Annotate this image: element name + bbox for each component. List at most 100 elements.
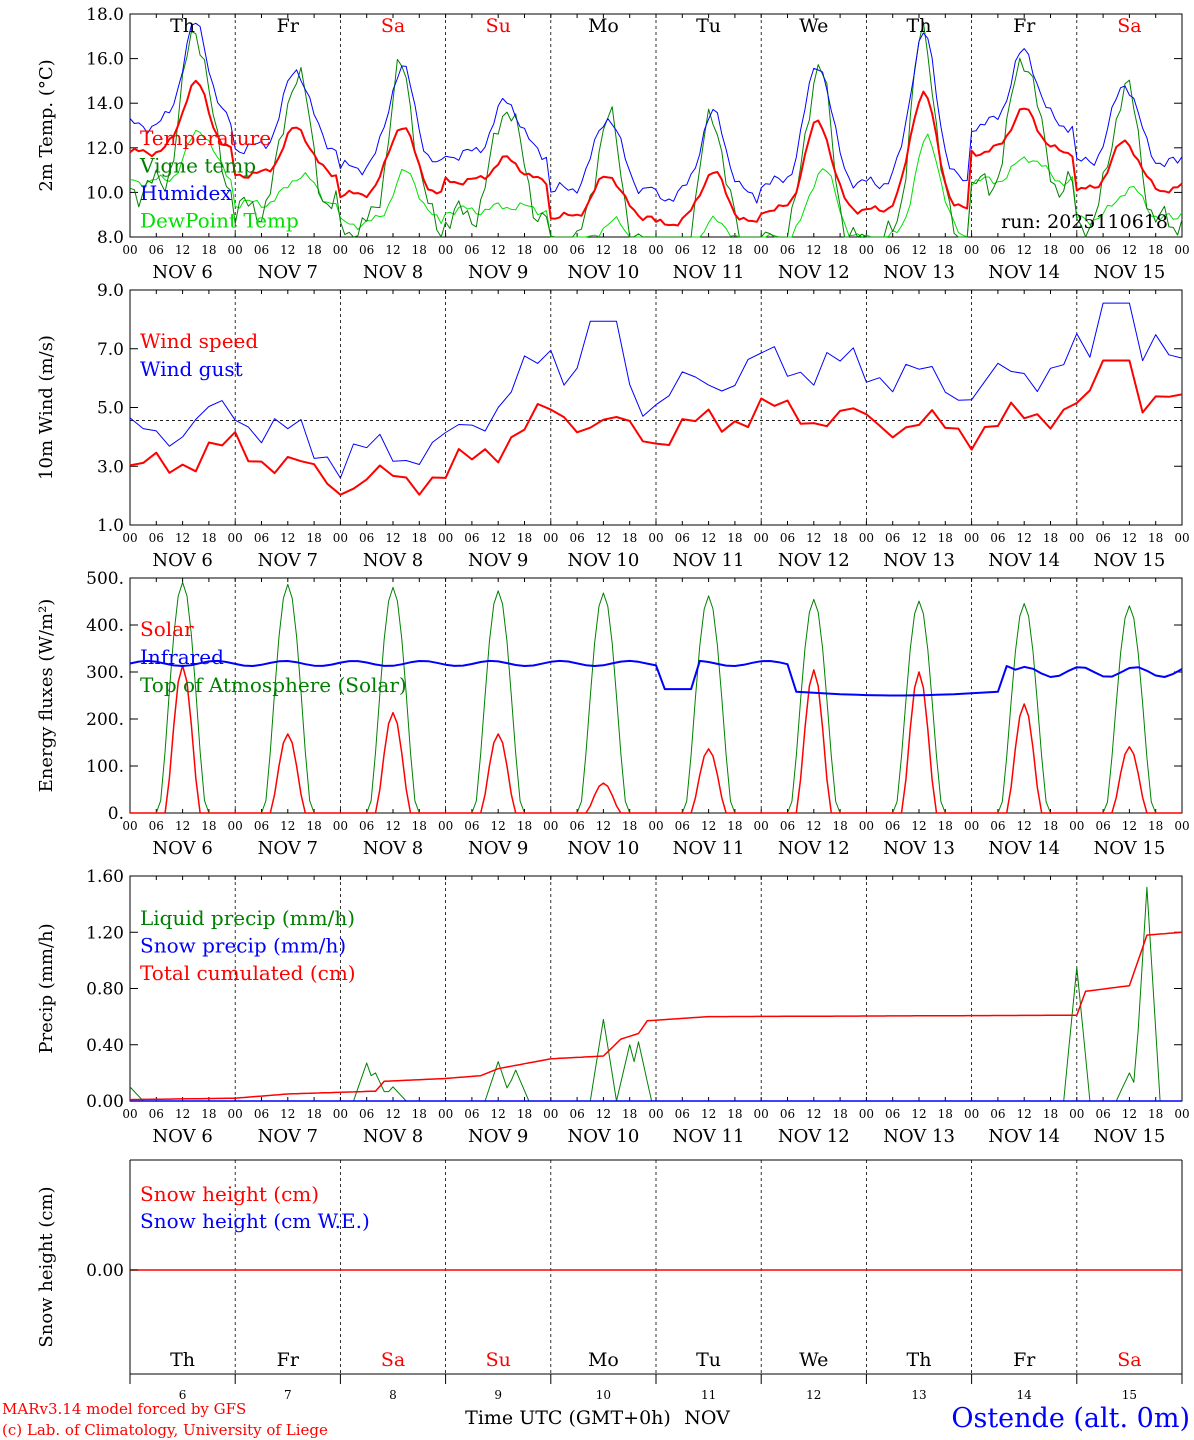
wind-hour-label: 18 <box>622 531 637 545</box>
flux-hour-label: 06 <box>1095 819 1110 833</box>
temp-hour-label: 12 <box>491 243 506 257</box>
temp-weekday-label: Tu <box>696 15 721 37</box>
wind-hour-label: 18 <box>832 531 847 545</box>
flux-hour-label: 06 <box>359 819 374 833</box>
flux-y-tick-label: 400. <box>86 616 124 636</box>
temp-hour-label: 18 <box>832 243 847 257</box>
precip-hour-label: 06 <box>359 1107 374 1121</box>
temp-hour-label: 06 <box>675 243 690 257</box>
wind-hour-label: 12 <box>596 531 611 545</box>
wind-hour-label: 06 <box>254 531 269 545</box>
wind-date-label: NOV 6 <box>152 550 212 571</box>
flux-date-label: NOV 8 <box>363 838 423 859</box>
wind-hour-label: 00 <box>1174 531 1189 545</box>
temp-weekday-label: Th <box>170 15 195 37</box>
snow-day-number: 10 <box>596 1388 611 1402</box>
temp-weekday-label: Su <box>486 15 511 37</box>
temp-hour-label: 18 <box>622 243 637 257</box>
wind-legend-entry: Wind speed <box>140 329 258 353</box>
temp-weekday-label: Fr <box>277 15 300 37</box>
precip-hour-label: 00 <box>1174 1107 1189 1121</box>
temp-hour-label: 18 <box>306 243 321 257</box>
flux-hour-label: 18 <box>1148 819 1163 833</box>
precip-hour-label: 12 <box>491 1107 506 1121</box>
x-axis-month: NOV <box>684 1407 730 1429</box>
wind-hour-label: 12 <box>175 531 190 545</box>
precip-hour-label: 06 <box>990 1107 1005 1121</box>
flux-legend-entry: Top of Atmosphere (Solar) <box>140 673 407 697</box>
temp-hour-label: 18 <box>1148 243 1163 257</box>
snow-weekday-label: Th <box>170 1349 195 1371</box>
wind-date-label: NOV 10 <box>567 550 639 571</box>
flux-date-label: NOV 12 <box>778 838 850 859</box>
temp-date-label: NOV 14 <box>988 262 1060 283</box>
wind-hour-label: 06 <box>990 531 1005 545</box>
temp-hour-label: 12 <box>1017 243 1032 257</box>
flux-hour-label: 18 <box>201 819 216 833</box>
wind-date-label: NOV 14 <box>988 550 1060 571</box>
model-credit: MARv3.14 model forced by GFS <box>2 1400 246 1418</box>
precip-legend-entry: Snow precip (mm/h) <box>140 934 346 958</box>
vigne-temp-line <box>129 21 1183 238</box>
snow-day-number: 13 <box>911 1388 926 1402</box>
wind-hour-label: 06 <box>464 531 479 545</box>
wind-date-label: NOV 13 <box>883 550 955 571</box>
snow-weekday-label: Sa <box>1117 1349 1141 1371</box>
wind-hour-label: 00 <box>438 531 453 545</box>
flux-hour-label: 06 <box>675 819 690 833</box>
wind-hour-label: 06 <box>1095 531 1110 545</box>
wind-hour-label: 12 <box>491 531 506 545</box>
wind-hour-label: 18 <box>1148 531 1163 545</box>
precip-hour-label: 06 <box>885 1107 900 1121</box>
temp-weekday-label: Sa <box>381 15 405 37</box>
flux-hour-label: 18 <box>727 819 742 833</box>
wind-hour-label: 12 <box>1122 531 1137 545</box>
temp-hour-label: 00 <box>859 243 874 257</box>
precip-hour-label: 12 <box>596 1107 611 1121</box>
flux-hour-label: 18 <box>938 819 953 833</box>
precip-y-tick-label: 0.40 <box>86 1036 124 1056</box>
temp-legend-entry: Temperature <box>140 126 271 150</box>
temp-hour-label: 12 <box>1122 243 1137 257</box>
wind-hour-label: 12 <box>701 531 716 545</box>
wind-date-label: NOV 7 <box>258 550 318 571</box>
precip-hour-label: 18 <box>622 1107 637 1121</box>
temperature-line <box>129 79 1183 227</box>
flux-hour-label: 00 <box>754 819 769 833</box>
flux-hour-label: 12 <box>491 819 506 833</box>
temp-hour-label: 06 <box>359 243 374 257</box>
flux-hour-label: 00 <box>438 819 453 833</box>
flux-hour-label: 12 <box>701 819 716 833</box>
snow-weekday-label: Fr <box>277 1349 300 1371</box>
wind-date-label: NOV 11 <box>673 550 745 571</box>
precip-date-label: NOV 13 <box>883 1126 955 1147</box>
temp-hour-label: 00 <box>648 243 663 257</box>
precip-hour-label: 06 <box>464 1107 479 1121</box>
snow-day-number: 9 <box>494 1388 502 1402</box>
precip-legend-entry: Liquid precip (mm/h) <box>140 906 355 930</box>
precip-hour-label: 00 <box>754 1107 769 1121</box>
wind-hour-label: 00 <box>543 531 558 545</box>
temp-y-axis-label: 2m Temp. (°C) <box>36 59 57 191</box>
temp-date-label: NOV 7 <box>258 262 318 283</box>
flux-hour-label: 18 <box>517 819 532 833</box>
wind-date-label: NOV 12 <box>778 550 850 571</box>
flux-hour-label: 00 <box>1174 819 1189 833</box>
precip-y-tick-label: 0.00 <box>86 1092 124 1112</box>
wind-hour-label: 18 <box>517 531 532 545</box>
precip-hour-label: 06 <box>780 1107 795 1121</box>
temp-date-label: NOV 10 <box>567 262 639 283</box>
precip-hour-label: 12 <box>1122 1107 1137 1121</box>
flux-date-label: NOV 10 <box>567 838 639 859</box>
flux-hour-label: 12 <box>911 819 926 833</box>
precip-hour-label: 00 <box>859 1107 874 1121</box>
flux-hour-label: 06 <box>254 819 269 833</box>
temp-hour-label: 00 <box>333 243 348 257</box>
precip-hour-label: 00 <box>438 1107 453 1121</box>
precip-hour-label: 00 <box>333 1107 348 1121</box>
precip-hour-label: 12 <box>175 1107 190 1121</box>
flux-date-label: NOV 11 <box>673 838 745 859</box>
wind-hour-label: 00 <box>228 531 243 545</box>
flux-y-tick-label: 0. <box>108 804 124 824</box>
temp-hour-label: 06 <box>149 243 164 257</box>
